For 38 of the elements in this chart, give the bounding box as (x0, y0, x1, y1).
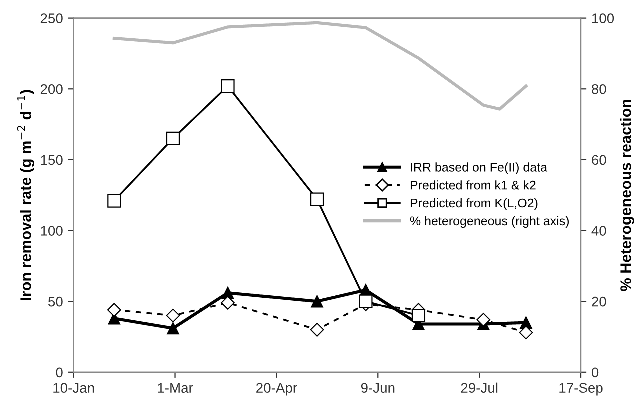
y2-tick-label: 80 (592, 84, 606, 94)
point (221, 79, 235, 94)
point (412, 308, 426, 323)
point (108, 194, 122, 208)
y2-tick-label: 100 (592, 14, 614, 24)
y2-tick-label: 60 (592, 155, 606, 166)
x-tick-label: 9-Jun (361, 383, 395, 394)
x-tick-label: 29-Jul (461, 382, 498, 394)
legend-label: Predicted from K(L,O2) (410, 198, 538, 210)
y-tick-label: 100 (41, 226, 63, 236)
y-tick-label: 150 (41, 155, 63, 166)
y-axis-title: Iron removal rate (g m$^{−2}$ d$^{−1}$) (17, 90, 34, 300)
x-tick-label: 10-Jan (54, 383, 94, 394)
point (359, 294, 373, 308)
x-tick-label: 1-Mar (158, 383, 194, 394)
point (310, 322, 324, 337)
y2-axis-title: % Heterogeneous reaction (620, 100, 634, 292)
point (310, 192, 324, 206)
point (166, 132, 180, 146)
point (476, 313, 491, 327)
x-tick-label: 20-Apr (256, 383, 298, 396)
y-tick-label: 200 (40, 84, 63, 94)
point (167, 322, 180, 335)
y2-tick-label: 40 (592, 226, 606, 236)
y-tick-label: 0 (56, 368, 63, 378)
point (519, 326, 534, 340)
y-tick-label: 250 (40, 14, 63, 24)
x-tick-label: 17-Sep (560, 383, 603, 396)
point (221, 296, 235, 310)
point (166, 308, 180, 323)
legend-label: IRR based on Fe(II) data (411, 162, 548, 174)
y-tick-label: 50 (48, 296, 63, 307)
point (311, 295, 324, 308)
y2-tick-label: 0 (592, 368, 599, 378)
y2-tick-label: 20 (592, 296, 606, 307)
legend-label: % heterogeneous (right axis) (410, 216, 569, 228)
legend-label: Predicted from k1 & k2 (410, 180, 536, 190)
point (107, 303, 122, 318)
